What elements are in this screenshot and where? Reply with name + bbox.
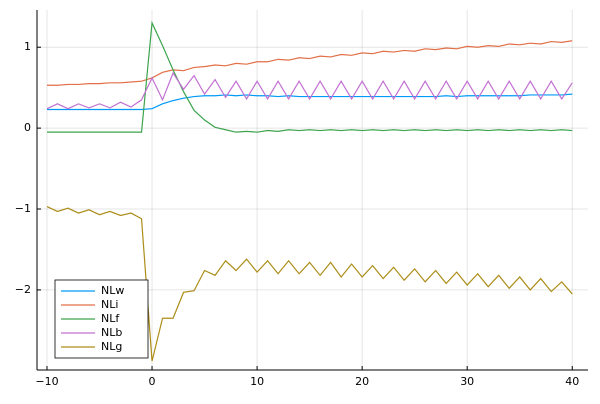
y-tick-label: 0 (24, 121, 31, 134)
legend-label: NLf (101, 312, 120, 325)
line-series (46, 20, 573, 133)
legend-label: NLg (101, 340, 122, 353)
x-tick-label: 30 (460, 375, 474, 388)
x-tick-label: −10 (35, 375, 58, 388)
y-tick-label: 1 (24, 40, 31, 53)
x-tick-label: 10 (250, 375, 264, 388)
line-series (46, 93, 573, 111)
line-series (46, 40, 573, 86)
line-series (46, 206, 573, 362)
legend-label: NLw (101, 284, 124, 297)
legend-label: NLi (101, 298, 118, 311)
y-tick-label: −1 (15, 202, 31, 215)
y-tick-label: −2 (15, 283, 31, 296)
legend-label: NLb (101, 326, 122, 339)
x-tick-label: 20 (355, 375, 369, 388)
x-tick-label: 40 (565, 375, 579, 388)
line-series (46, 71, 573, 110)
x-tick-label: 0 (149, 375, 156, 388)
